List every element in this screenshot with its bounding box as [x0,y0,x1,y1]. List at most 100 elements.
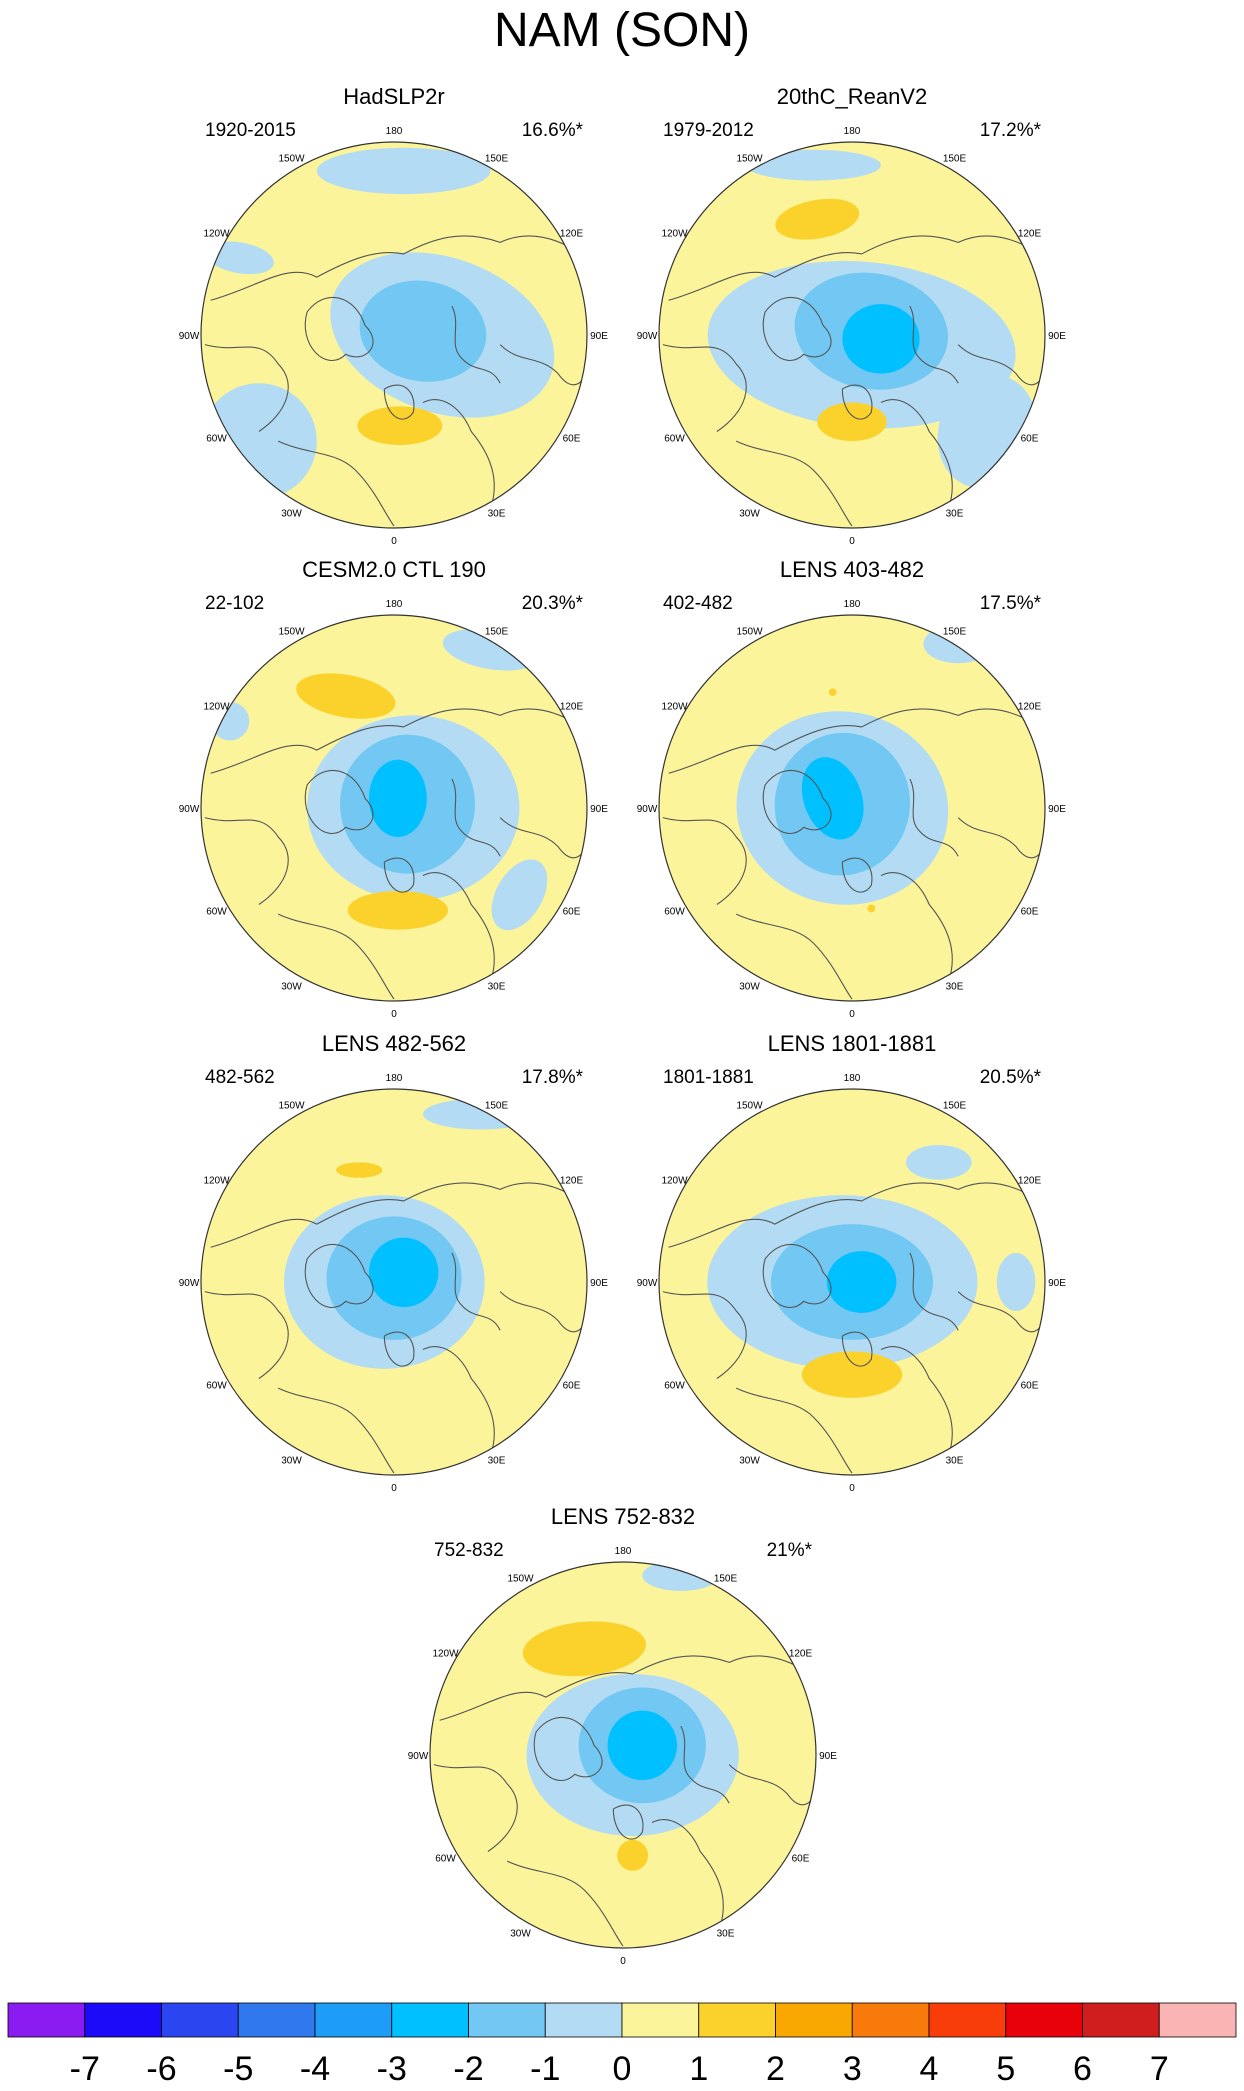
map-panel: 180 150E 120E 90E 60E 30E 0 30W 60W 90W 120W 150W CE… [179,557,609,1020]
map-panels: 180 150E 120E 90E 60E 30E 0 30W 60W 90W 120W 150W Ha… [179,84,1067,1967]
lon-label: 150W [736,1101,763,1112]
lon-label: 120W [203,229,230,240]
lon-label: 180 [386,126,403,137]
lon-label: 60E [1021,1381,1039,1392]
panel-title: HadSLP2r [343,84,445,109]
anomaly-contour [347,890,449,930]
coastlines [204,235,586,527]
lon-label: 120W [661,1176,688,1187]
map-panel: 180 150E 120E 90E 60E 30E 0 30W 60W 90W 120W 150W LE… [408,1504,838,1967]
colorbar-swatch [1005,2002,1083,2038]
lon-label: 120W [661,702,688,713]
colorbar-tick-label: 6 [1073,2050,1092,2086]
anomaly-contour [205,241,274,275]
lon-label: 120W [661,229,688,240]
colorbar-swatch [775,2002,853,2038]
lon-label: 30W [739,1456,760,1467]
panel-variance-explained: 20.5%* [980,1067,1042,1088]
figure-title: NAM (SON) [494,4,750,57]
lon-label: 60W [664,434,685,445]
panel-variance-explained: 21%* [767,1540,813,1561]
map-border [429,1561,817,1949]
anomaly-contour [491,859,548,931]
lon-label: 90E [590,804,608,815]
colorbar-swatch [7,2002,86,2038]
anomaly-contour [359,280,487,382]
lon-label: 150E [943,627,967,638]
anomaly-contour [828,688,837,697]
coastlines [662,1182,1044,1474]
anomaly-contour [817,402,887,442]
coastlines [662,708,1044,1000]
map-border [200,614,588,1002]
lon-label: 30E [488,1456,506,1467]
colorbar-swatch [237,2002,316,2038]
map-border [658,1088,1046,1476]
colorbar-swatch [84,2002,162,2038]
lon-label: 120E [560,702,584,713]
colorbar-tick-label: 0 [613,2050,632,2086]
colorbar-swatch [161,2002,239,2038]
lon-label: 60E [563,907,581,918]
lon-label: 120W [203,1176,230,1187]
lon-label: 90W [637,804,658,815]
colorbar-swatch [1082,2002,1160,2038]
lon-label: 90W [637,331,658,342]
lon-label: 30E [488,509,506,520]
anomaly-contour [522,1621,646,1677]
lon-label: 90E [590,1278,608,1289]
lon-label: 30W [281,509,302,520]
lon-label: 150W [736,154,763,165]
panel-period: 482-562 [205,1067,275,1088]
lon-label: 120E [789,1649,813,1660]
lon-label: 180 [844,126,861,137]
lon-label: 180 [844,599,861,610]
lon-label: 180 [386,599,403,610]
colorbar-tick-label: 1 [689,2050,708,2086]
lon-label: 150W [278,154,305,165]
lon-label: 120E [560,1176,584,1187]
anomaly-contour [801,1351,903,1398]
colorbar: -7 -6 -5 -4 -3 -2 -1 0 1 2 3 4 5 6 7 [7,2002,1237,2088]
lon-label: 60W [206,1381,227,1392]
panel-period: 1979-2012 [663,120,754,141]
lon-label: 30E [946,1456,964,1467]
colorbar-tick-label: -1 [530,2050,560,2086]
anomaly-contour [996,1253,1036,1311]
lon-label: 90E [590,331,608,342]
lon-label: 150E [485,154,509,165]
lon-label: 90E [1048,804,1066,815]
colorbar-tick-label: -3 [377,2050,407,2086]
lon-label: 120W [203,702,230,713]
anomaly-contour [296,673,396,719]
lon-label: 0 [849,1009,855,1020]
map-border [658,141,1046,529]
colorbar-tick-label: 7 [1150,2050,1169,2086]
map-panel: 180 150E 120E 90E 60E 30E 0 30W 60W 90W 120W 150W Ha… [179,84,609,547]
colorbar-tick-label: -5 [223,2050,253,2086]
anomaly-contour [775,198,860,240]
lon-label: 120E [1018,702,1042,713]
colorbar-swatch [1158,2002,1237,2038]
map-border [200,141,588,529]
lon-label: 60E [1021,907,1039,918]
map-panel: 180 150E 120E 90E 60E 30E 0 30W 60W 90W 120W 150W 20… [637,84,1067,547]
lon-label: 60W [206,907,227,918]
panel-title: LENS 403-482 [780,557,924,582]
lon-label: 90W [179,331,200,342]
colorbar-tick-label: -6 [146,2050,176,2086]
lon-label: 150W [278,1101,305,1112]
colorbar-swatch [621,2002,700,2038]
lon-label: 90W [408,1751,429,1762]
lon-label: 90E [819,1751,837,1762]
lon-label: 150E [943,154,967,165]
lon-label: 180 [844,1073,861,1084]
panel-title: LENS 482-562 [322,1031,466,1056]
lon-label: 90E [1048,331,1066,342]
anomaly-contour [867,904,876,913]
panel-title: CESM2.0 CTL 190 [302,557,486,582]
lon-label: 120E [560,229,584,240]
panel-period: 1920-2015 [205,120,296,141]
lon-label: 60W [435,1854,456,1865]
